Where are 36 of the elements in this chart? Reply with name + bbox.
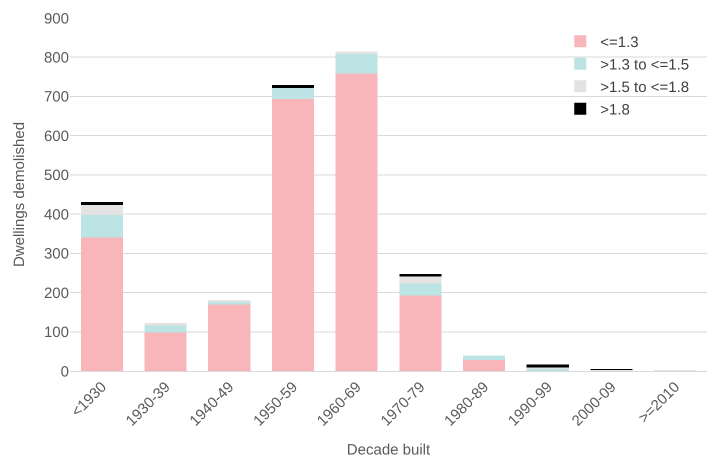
bar xyxy=(208,302,250,304)
bar xyxy=(399,295,442,371)
bar xyxy=(144,326,187,333)
x-axis-title: Decade built xyxy=(346,442,432,459)
bar xyxy=(208,304,250,371)
bar xyxy=(272,85,314,88)
y-axis-title: Dwellings demolished xyxy=(11,122,28,268)
y-tick-label: 0 xyxy=(60,363,69,380)
legend-label: >1.3 to <=1.5 xyxy=(600,56,690,74)
y-tick-label: 500 xyxy=(44,167,69,184)
legend-label: >1.8 xyxy=(600,102,630,119)
bar xyxy=(399,284,442,296)
bar xyxy=(272,99,314,371)
bar xyxy=(272,88,314,100)
bar xyxy=(144,322,187,326)
legend-label: <=1.3 xyxy=(600,34,639,52)
bar xyxy=(463,360,506,371)
y-tick-label: 100 xyxy=(44,324,69,342)
bar xyxy=(80,214,123,238)
bar xyxy=(526,364,569,368)
y-tick-label: 400 xyxy=(44,206,69,224)
y-tick-label: 700 xyxy=(44,88,69,106)
y-tick-label: 600 xyxy=(44,128,69,145)
bar xyxy=(463,356,506,360)
y-tick-label: 900 xyxy=(44,10,69,28)
bar xyxy=(336,73,378,371)
bar xyxy=(336,51,378,54)
y-tick-label: 800 xyxy=(44,49,69,66)
legend-label: >1.5 to <=1.8 xyxy=(600,79,690,96)
y-tick-label: 300 xyxy=(44,246,69,263)
bar xyxy=(144,332,187,371)
y-tick-label: 200 xyxy=(44,284,69,302)
bar xyxy=(80,202,123,206)
bar xyxy=(399,276,442,284)
bar xyxy=(80,238,123,371)
bar xyxy=(336,54,378,74)
